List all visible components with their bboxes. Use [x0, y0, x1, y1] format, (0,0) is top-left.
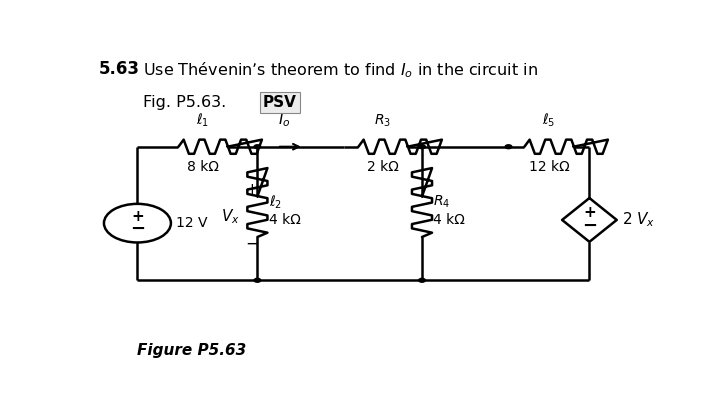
- Text: +: +: [131, 209, 144, 224]
- Text: 2 $V_x$: 2 $V_x$: [622, 211, 656, 229]
- Text: 12 kΩ: 12 kΩ: [528, 160, 570, 173]
- Text: 5.63: 5.63: [99, 60, 140, 78]
- Text: $I_o$: $I_o$: [279, 110, 291, 129]
- Text: −: −: [130, 220, 145, 238]
- Text: −: −: [245, 235, 258, 253]
- Text: PSV: PSV: [263, 95, 297, 110]
- Text: $\ell_5$: $\ell_5$: [542, 112, 556, 129]
- Circle shape: [254, 145, 261, 149]
- Text: 12 V: 12 V: [176, 216, 208, 230]
- Text: Figure P5.63: Figure P5.63: [138, 342, 247, 357]
- Text: $R_3$: $R_3$: [374, 112, 392, 129]
- Circle shape: [418, 145, 426, 149]
- Text: $V_x$: $V_x$: [221, 207, 240, 226]
- Circle shape: [505, 145, 512, 149]
- Text: $\ell_2$: $\ell_2$: [269, 194, 282, 211]
- Text: Use Thévenin’s theorem to find $I_o$ in the circuit in: Use Thévenin’s theorem to find $I_o$ in …: [143, 60, 538, 79]
- Text: Fig. P5.63.: Fig. P5.63.: [143, 95, 226, 110]
- Text: 4 kΩ: 4 kΩ: [433, 213, 465, 227]
- Text: $\ell_1$: $\ell_1$: [197, 112, 210, 129]
- Text: 4 kΩ: 4 kΩ: [269, 213, 300, 227]
- Text: 8 kΩ: 8 kΩ: [187, 160, 219, 173]
- Circle shape: [418, 278, 426, 282]
- Text: −: −: [582, 217, 597, 235]
- Text: 2 kΩ: 2 kΩ: [367, 160, 399, 173]
- Text: +: +: [583, 205, 595, 220]
- Text: $R_4$: $R_4$: [433, 194, 451, 210]
- Text: +: +: [246, 182, 258, 197]
- Circle shape: [254, 278, 261, 282]
